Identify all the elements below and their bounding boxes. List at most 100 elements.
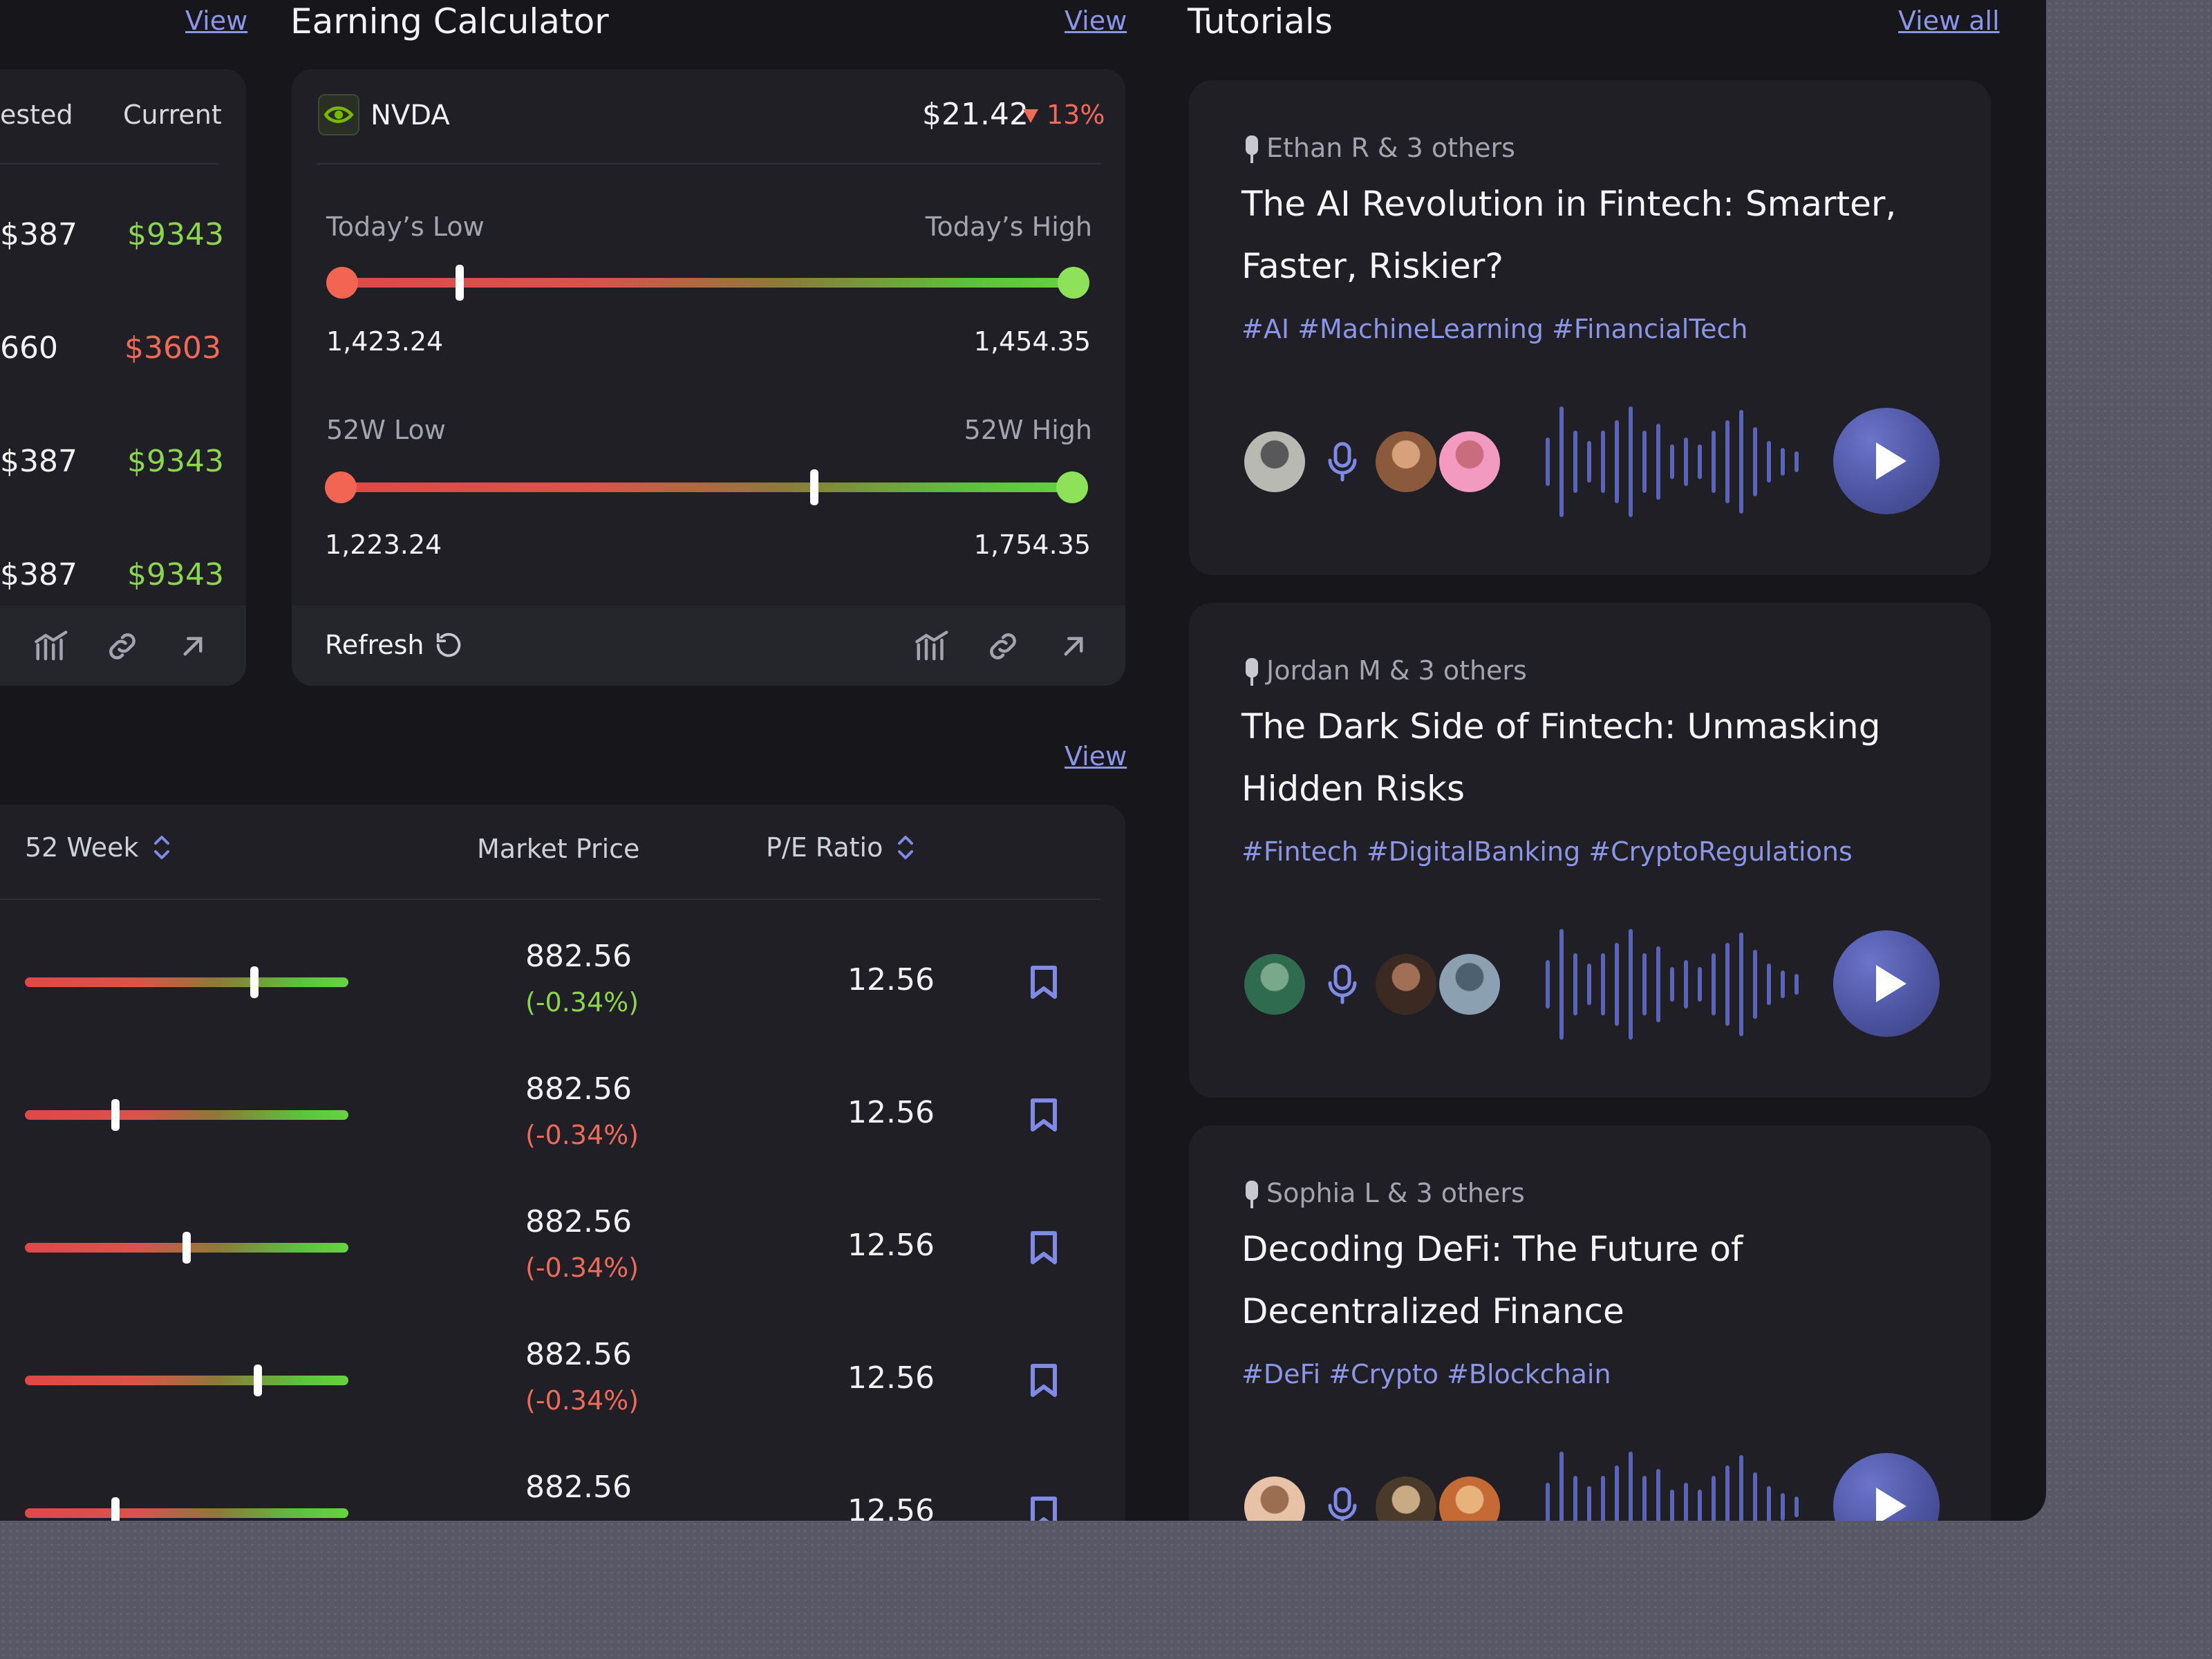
bookmark-icon[interactable] (1029, 964, 1059, 1001)
waveform-bar (1629, 406, 1633, 517)
waveform-bar (1546, 438, 1550, 486)
waveform-bar (1573, 431, 1577, 493)
holdings-card-footer (0, 606, 246, 686)
play-button[interactable] (1833, 408, 1940, 514)
tutorial-audio-row (1241, 1450, 1836, 1521)
waveform-bar (1712, 1476, 1716, 1521)
current-value: $9343 (127, 444, 224, 479)
pe-ratio-value: 12.56 (847, 1493, 935, 1521)
speaker-avatar (1241, 951, 1308, 1018)
view-all-link[interactable]: View all (1898, 6, 2000, 36)
table-row[interactable]: 882.56 (-0.34%) 12.56 (0, 1449, 1125, 1521)
tutorial-title-line2[interactable]: Hidden Risks (1241, 769, 1465, 809)
price-change: 13% (1047, 100, 1105, 130)
microphone-icon (1246, 1181, 1258, 1208)
arrow-up-right-icon[interactable] (1055, 628, 1092, 665)
52week-current-marker (253, 1365, 262, 1396)
tutorial-tags[interactable]: #Fintech #DigitalBanking #CryptoRegulati… (1241, 836, 1853, 867)
play-icon (1876, 965, 1906, 1002)
pe-ratio-value: 12.56 (847, 1228, 935, 1263)
divider (317, 163, 1100, 165)
sort-icon (898, 836, 914, 859)
table-row[interactable]: 882.56 (-0.34%) 12.56 (0, 918, 1125, 1051)
tutorial-title-line2[interactable]: Decentralized Finance (1241, 1291, 1624, 1331)
waveform-bar (1767, 441, 1771, 482)
bookmark-icon[interactable] (1029, 1494, 1059, 1521)
waveform-bar (1739, 410, 1743, 514)
waveform-bar (1559, 929, 1564, 1040)
waveform-bar (1629, 929, 1633, 1040)
bookmark-icon[interactable] (1029, 1362, 1059, 1399)
bookmark-icon[interactable] (1029, 1096, 1059, 1134)
waveform-bar (1546, 960, 1550, 1009)
waveform-bar (1587, 964, 1591, 1005)
bookmark-icon[interactable] (1029, 1229, 1059, 1266)
todays-current-marker (456, 265, 465, 301)
tutorial-tags[interactable]: #DeFi #Crypto #Blockchain (1241, 1359, 1611, 1389)
waveform-bar (1615, 420, 1619, 503)
tutorials-title: Tutorials (1188, 1, 1333, 41)
todays-low-value: 1,423.24 (326, 326, 444, 357)
waveform-bar (1656, 424, 1660, 500)
table-row[interactable]: 882.56 (-0.34%) 12.56 (0, 1051, 1125, 1183)
waveform-bar (1587, 1486, 1591, 1521)
tutorial-title-line1[interactable]: The AI Revolution in Fintech: Smarter, (1241, 184, 1897, 224)
table-view-link[interactable]: View (1065, 741, 1127, 771)
microphone-icon (1328, 1487, 1357, 1521)
waveform-bar (1615, 1465, 1619, 1521)
speaker-avatar (1373, 1474, 1439, 1521)
speaker-avatar (1436, 1474, 1503, 1521)
sort-pe-ratio[interactable]: P/E Ratio (766, 832, 916, 863)
table-row[interactable]: 882.56 (-0.34%) 12.56 (0, 1316, 1125, 1449)
current-value: $9343 (127, 557, 224, 592)
tutorial-tags[interactable]: #AI #MachineLearning #FinancialTech (1241, 314, 1748, 344)
waveform-bar (1725, 420, 1730, 503)
52week-range-bar (25, 1110, 348, 1120)
table-row[interactable]: 882.56 (-0.34%) 12.56 (0, 1183, 1125, 1316)
speaker-avatar (1373, 429, 1439, 495)
tutorial-authors: Sophia L & 3 others (1266, 1178, 1525, 1208)
waveform-bar (1642, 1476, 1647, 1521)
sort-icon (153, 836, 169, 859)
waveform-bar (1698, 967, 1702, 1002)
tutorial-card[interactable]: Jordan M & 3 others The Dark Side of Fin… (1189, 603, 1991, 1098)
52week-current-marker (111, 1497, 120, 1521)
chart-icon[interactable] (914, 628, 951, 665)
sort-52week[interactable]: 52 Week (25, 832, 172, 863)
waveform-bar (1781, 1493, 1785, 1521)
play-button[interactable] (1833, 1453, 1940, 1521)
waveform-bar (1642, 953, 1647, 1015)
invested-column-header: ested (0, 100, 73, 130)
tutorial-card[interactable]: Sophia L & 3 others Decoding DeFi: The F… (1189, 1125, 1991, 1521)
link-icon[interactable] (104, 628, 141, 665)
tutorial-audio-row (1241, 928, 1836, 1041)
price-change: (-0.34%) (525, 1518, 639, 1521)
holdings-view-link[interactable]: View (185, 6, 248, 36)
chart-icon[interactable] (33, 628, 71, 665)
pe-ratio-column-header: P/E Ratio (766, 832, 883, 863)
tutorial-card[interactable]: Ethan R & 3 others The AI Revolution in … (1189, 80, 1991, 575)
refresh-button[interactable]: Refresh (325, 629, 465, 661)
earning-view-link[interactable]: View (1065, 6, 1127, 36)
tutorial-title-line1[interactable]: The Dark Side of Fintech: Unmasking (1241, 706, 1881, 747)
pe-ratio-value: 12.56 (847, 1360, 935, 1396)
waveform-bar (1559, 406, 1564, 517)
link-icon[interactable] (984, 628, 1022, 665)
waveform-bar (1656, 1469, 1660, 1521)
microphone-icon (1328, 442, 1357, 482)
play-button[interactable] (1833, 930, 1940, 1037)
tutorial-title-line2[interactable]: Faster, Riskier? (1241, 246, 1503, 286)
52w-current-marker (809, 469, 818, 505)
waveform-bar (1629, 1452, 1633, 1521)
waveform-bar (1601, 431, 1605, 493)
waveform-bar (1712, 953, 1716, 1015)
waveform-bar (1712, 431, 1716, 493)
arrow-up-right-icon[interactable] (174, 628, 212, 665)
waveform-bar (1670, 967, 1674, 1002)
market-price: 882.56 (525, 1470, 632, 1505)
waveform-bar (1753, 950, 1757, 1019)
pe-ratio-value: 12.56 (847, 1095, 935, 1130)
high-marker (1058, 267, 1089, 299)
waveform-bar (1794, 451, 1799, 472)
tutorial-title-line1[interactable]: Decoding DeFi: The Future of (1241, 1229, 1743, 1269)
